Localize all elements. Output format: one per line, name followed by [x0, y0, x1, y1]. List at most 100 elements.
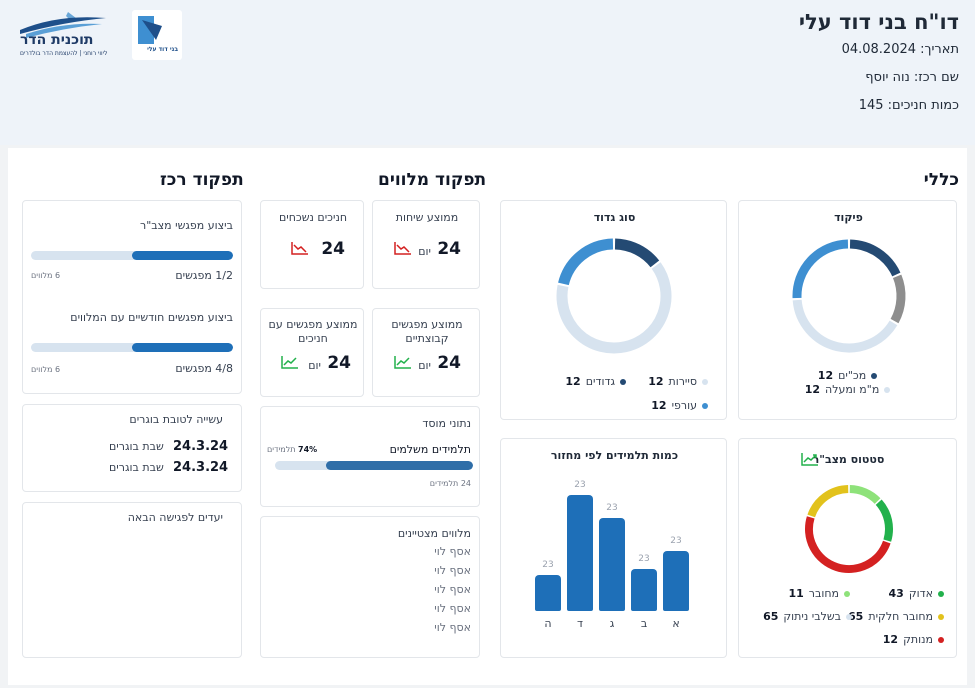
legend-dot-icon — [938, 613, 944, 620]
graduates-date-1: 24.3.24 — [173, 439, 229, 454]
legend-label: עורפי — [671, 399, 697, 412]
kpi2-bar-fill — [132, 343, 233, 352]
kpi2-mentors: 6 מלווים — [31, 365, 61, 374]
command-donut-slice-4 — [792, 239, 849, 299]
legend-dot-icon — [844, 590, 850, 597]
kpi2-label: ביצוע מפגשים חודשיים עם המלווים — [70, 311, 233, 324]
paying-students-bar-fill — [326, 461, 473, 470]
command-donut-slice-2 — [890, 274, 906, 324]
bar-category-label: ב — [640, 617, 648, 630]
kpi1-bar-fill — [132, 251, 233, 260]
total-students: 24 תלמידים — [429, 479, 471, 488]
legend-value: 12 — [817, 369, 834, 382]
kpi2-count: 4/8 מפגשים — [175, 362, 233, 375]
institution-data-card: נתוני מוסד תלמידים משלמים 74% תלמידים 24… — [260, 406, 480, 507]
graduates-card: עשייה לטובת בוגרים 24.3.24 שבת בוגרים 24… — [22, 404, 242, 492]
legend-label: גדודים — [585, 375, 615, 388]
bar-category-label: ג — [609, 617, 615, 630]
coordinator-name: שם רכז: נוה יוסף — [865, 70, 959, 85]
bar-category-label: ד — [576, 617, 583, 630]
mentor-name-4: אסף לוי — [434, 602, 471, 615]
hadar-logo-title: תוכנית הדר — [20, 32, 94, 48]
bar-category-label: ה — [544, 617, 552, 630]
avg-mentee-meetings-card: ממוצע מפגשים עם חניכים 24 יום — [260, 308, 364, 397]
command-donut-slice-1 — [849, 239, 901, 277]
status-legend-item-2: מחובר 11 — [788, 587, 850, 600]
institution-title: נתוני מוסד — [422, 417, 471, 430]
avg-talks-unit: יום — [418, 245, 431, 258]
status-donut-slice-2 — [875, 499, 893, 542]
mentor-name-5: אסף לוי — [434, 621, 471, 634]
legend-value: 12 — [648, 375, 664, 388]
avg-group-label: ממוצע מפגשים קבוצתיים — [391, 318, 463, 345]
legend-label: מכ"ים — [838, 369, 867, 382]
mentor-name-3: אסף לוי — [434, 583, 471, 596]
section-coordinator-title: תפקוד רכז — [160, 170, 244, 190]
legend-value: 65 — [848, 610, 864, 623]
avg-group-meetings-card: ממוצע מפגשים קבוצתיים 24 יום — [372, 308, 480, 397]
goals-title: יעדים לפגישה הבאה — [127, 511, 223, 524]
status-donut-chart — [805, 485, 893, 573]
status-card: סטטוס מצב"ר אדוק 43 מחובר 11 מחובר חלקית… — [738, 438, 957, 658]
kpi1-bar — [31, 251, 233, 260]
next-meeting-goals-card: יעדים לפגישה הבאה — [22, 502, 242, 658]
school-logo: בני דוד עלי — [132, 10, 182, 60]
percent-value: 74% — [298, 445, 318, 454]
legend-value: 12 — [882, 633, 899, 646]
avg-mentee-value: 24 — [327, 353, 351, 373]
legend-value: 12 — [565, 375, 581, 388]
legend-label: בשלבי ניתוק — [783, 610, 841, 623]
trend-down-icon — [291, 242, 308, 255]
status-legend-item-5: מנותק 12 — [883, 633, 944, 646]
bar-category-label: א — [672, 617, 680, 630]
school-logo-graphic-icon — [138, 16, 162, 44]
legend-label: מנותק — [903, 633, 933, 646]
bar-1 — [663, 550, 689, 611]
unit-type-donut-chart — [556, 238, 672, 354]
mentor-name-1: אסף לוי — [434, 545, 471, 558]
legend-label: מחובר — [808, 587, 839, 600]
paying-students-label: תלמידים משלמים — [389, 443, 471, 456]
status-legend-item-1: אדוק 43 — [889, 587, 944, 600]
report-header: דו"ח בני דוד עלי תאריך: 04.08.2024 שם רכ… — [0, 0, 975, 145]
legend-value: 65 — [763, 610, 779, 623]
command-legend-item-2: מ"מ ומעלה 12 — [739, 383, 956, 396]
avg-talks-label: ממוצע שיחות — [395, 211, 459, 224]
avg-talks-value: 24 — [437, 239, 461, 259]
outstanding-mentors-card: מלווים מצטיינים אסף לוי אסף לוי אסף לוי … — [260, 516, 480, 658]
legend-value: 12 — [651, 399, 667, 412]
forgotten-students-card: חניכים נשכחים 24 — [260, 200, 364, 289]
status-title: סטטוס מצב"ר — [812, 453, 885, 466]
legend-label: סיירות — [668, 375, 698, 388]
trend-up-icon — [281, 356, 298, 369]
bar-value-label: 23 — [574, 480, 586, 490]
unit-type-card: סוג גדוד סיירות 12 גדודים 12 עורפי 12 — [500, 200, 727, 420]
hadar-program-logo: תוכנית הדר ליווי רוחני | להעצמת הדר בולד… — [18, 10, 108, 60]
hadar-logo-graphic-icon — [20, 12, 106, 38]
bar-5 — [535, 575, 561, 611]
bar-value-label: 23 — [606, 503, 618, 514]
status-donut-slice-1 — [849, 485, 881, 504]
trend-up-icon — [801, 453, 818, 466]
avg-group-value: 24 — [437, 353, 461, 373]
command-card: פיקוד מכ"ים 12 מ"מ ומעלה 12 — [738, 200, 957, 420]
paying-students-percent: 74% תלמידים — [267, 445, 317, 454]
legend-value: 11 — [788, 587, 804, 600]
graduates-event-1: שבת בוגרים — [109, 440, 164, 453]
unit-type-title: סוג גדוד — [593, 211, 636, 224]
avg-group-unit: יום — [418, 359, 431, 372]
coordinator-kpi-card: ביצוע מפגשי מצב"ר 1/2 מפגשים 6 מלווים בי… — [22, 200, 242, 394]
unit-donut-slice-2 — [556, 262, 672, 354]
section-general-title: כללי — [923, 170, 959, 190]
bar-4 — [567, 495, 593, 611]
command-title: פיקוד — [834, 211, 863, 224]
school-logo-text: בני דוד עלי — [147, 46, 178, 53]
command-legend-item-1: מכ"ים 12 — [739, 369, 956, 382]
kpi1-mentors: 6 מלווים — [31, 271, 61, 280]
legend-value: 43 — [888, 587, 904, 600]
report-date: תאריך: 04.08.2024 — [841, 42, 959, 57]
students-by-cycle-title: כמות תלמידים לפי מחזור — [550, 449, 679, 462]
page-title: דו"ח בני דוד עלי — [798, 10, 959, 34]
legend-dot-icon — [938, 590, 944, 597]
mentor-name-2: אסף לוי — [434, 564, 471, 577]
